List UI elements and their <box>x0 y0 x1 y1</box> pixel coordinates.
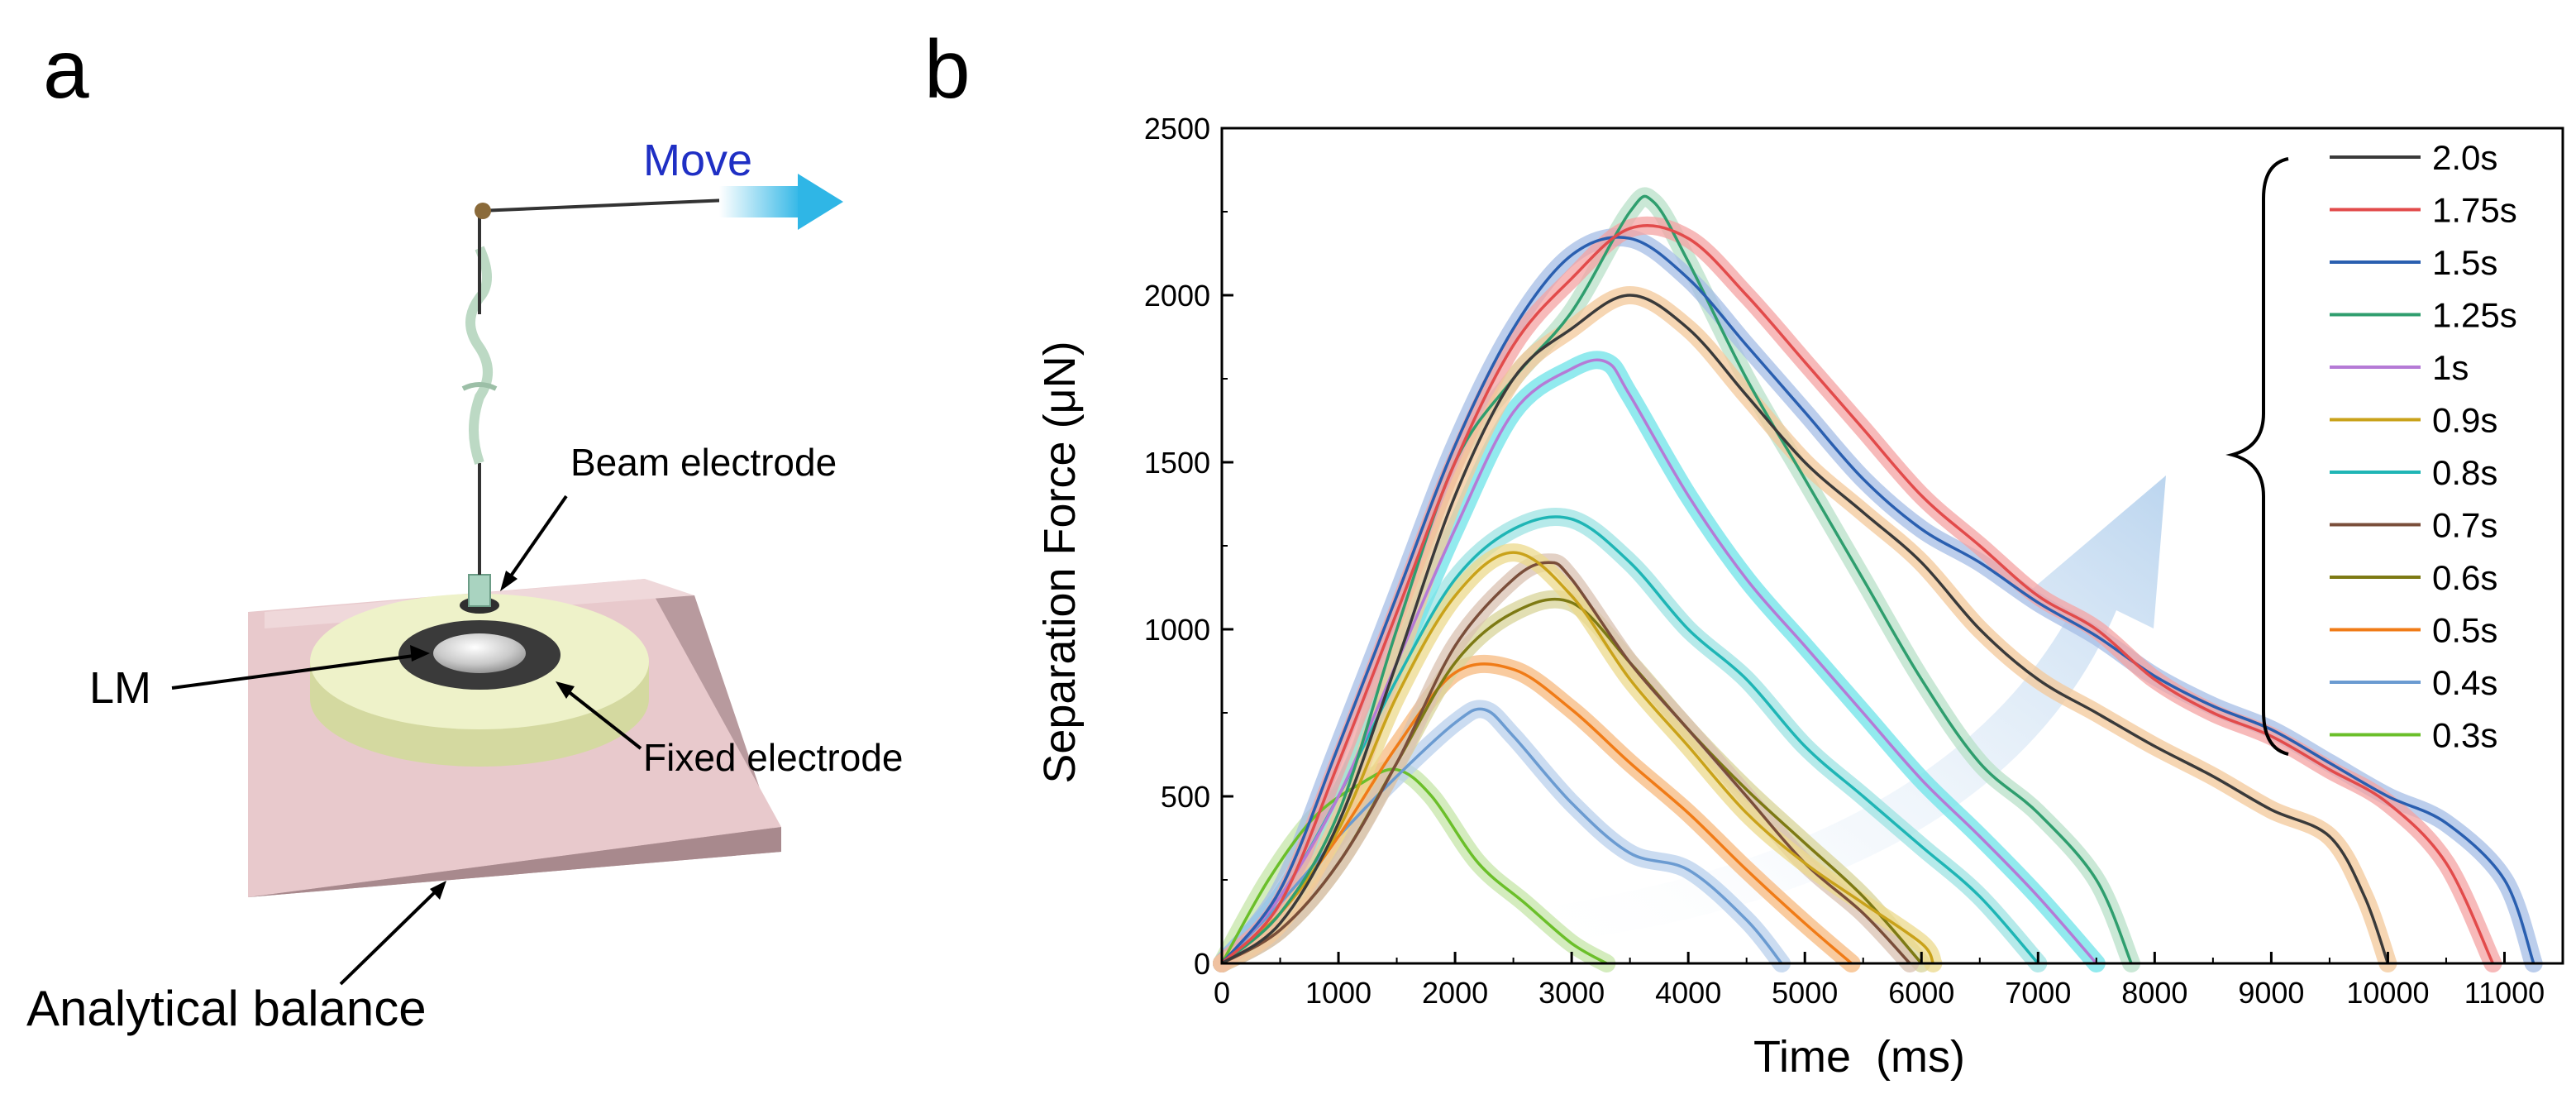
y-tick-label: 500 <box>1161 780 1210 814</box>
beam-electrode-assembly <box>460 198 728 614</box>
analytical-balance-pointer <box>339 887 440 986</box>
panel-a: a <box>26 23 904 1036</box>
x-tick-label: 3000 <box>1538 976 1605 1010</box>
y-tick-label: 1500 <box>1144 446 1210 480</box>
panel-a-letter: a <box>43 23 89 116</box>
series-line-1-5s <box>1220 236 2535 965</box>
x-tick-label: 7000 <box>2005 976 2071 1010</box>
axis-layer: 0 1000 2000 3000 4000 5000 6000 7000 8000 9000 100… <box>1035 112 2564 1082</box>
y-axis-title: Separation Force (μN) <box>1035 341 1085 783</box>
x-tick-label: 4000 <box>1655 976 1721 1010</box>
x-tick-label: 2000 <box>1422 976 1488 1010</box>
move-label: Move <box>643 136 752 185</box>
analytical-balance-label: Analytical balance <box>26 981 427 1036</box>
series-line-1-75s <box>1220 224 2494 965</box>
fixed-electrode-disc <box>310 594 649 767</box>
series-line-layer <box>1220 194 2535 965</box>
lm-label: LM <box>89 663 151 713</box>
legend-label-0-6s: 0.6s <box>2432 558 2497 597</box>
legend-label-0-9s: 0.9s <box>2432 401 2497 440</box>
beam-electrode-pointer <box>504 495 568 585</box>
x-tick-label: 8000 <box>2121 976 2187 1010</box>
legend-label-0-8s: 0.8s <box>2432 453 2497 492</box>
x-tick-label: 11000 <box>2464 976 2545 1010</box>
separation-force-chart: 0 1000 2000 3000 4000 5000 6000 7000 8000 9000 100… <box>1035 112 2564 1082</box>
legend-label-1s: 1s <box>2432 348 2469 387</box>
panel-b: b 0 1000 2000 3000 4000 5000 6000 7000 8000 9000 1… <box>924 23 2564 1082</box>
y-tick-label: 0 <box>1194 947 1210 981</box>
series-line-0-3s <box>1220 767 1608 965</box>
lm-pointer <box>171 653 421 690</box>
fixed-electrode-pointer <box>562 686 642 750</box>
series-line-2-0s <box>1221 294 2390 965</box>
legend-label-0-4s: 0.4s <box>2432 663 2497 702</box>
x-axis-title: Time (ms) <box>1753 1032 1965 1082</box>
legend-brace <box>2225 157 2289 756</box>
legend-label-1-75s: 1.75s <box>2432 191 2517 230</box>
x-tick-label: 6000 <box>1888 976 1954 1010</box>
fixed-electrode-label: Fixed electrode <box>643 736 904 779</box>
series-line-0-9s <box>1220 551 1935 965</box>
series-line-0-4s <box>1220 707 1783 965</box>
trend-arrow <box>1554 475 2166 943</box>
x-tick-label: 9000 <box>2238 976 2304 1010</box>
series-line-1-25s <box>1220 194 2133 965</box>
series-line-1s <box>1220 358 2098 965</box>
y-tick-label: 2500 <box>1144 112 1210 146</box>
legend-label-1-5s: 1.5s <box>2432 243 2497 282</box>
y-tick-label: 1000 <box>1144 613 1210 647</box>
legend-label-0-7s: 0.7s <box>2432 506 2497 545</box>
x-tick-label: 5000 <box>1772 976 1838 1010</box>
legend-label-0-3s: 0.3s <box>2432 716 2497 755</box>
move-arrow <box>719 174 843 230</box>
y-tick-label: 2000 <box>1144 279 1210 313</box>
series-line-0-7s <box>1221 561 1911 965</box>
trend-arrow-layer <box>1554 475 2166 943</box>
x-tick-label: 0 <box>1214 976 1230 1010</box>
x-tick-label: 10000 <box>2346 976 2429 1010</box>
panel-b-letter: b <box>924 23 971 116</box>
legend: 2.0s 1.75s 1.5s 1.25s 1s 0.9s 0.8s 0.7s 0.6s 0.5s… <box>2225 138 2517 756</box>
beam-electrode-label: Beam electrode <box>570 441 837 484</box>
legend-label-1-25s: 1.25s <box>2432 296 2517 335</box>
legend-label-0-5s: 0.5s <box>2432 611 2497 650</box>
legend-label-2-0s: 2.0s <box>2432 138 2497 177</box>
series-line-0-5s <box>1220 662 1853 965</box>
liquid-metal-droplet <box>433 633 526 673</box>
x-tick-label: 1000 <box>1305 976 1371 1010</box>
